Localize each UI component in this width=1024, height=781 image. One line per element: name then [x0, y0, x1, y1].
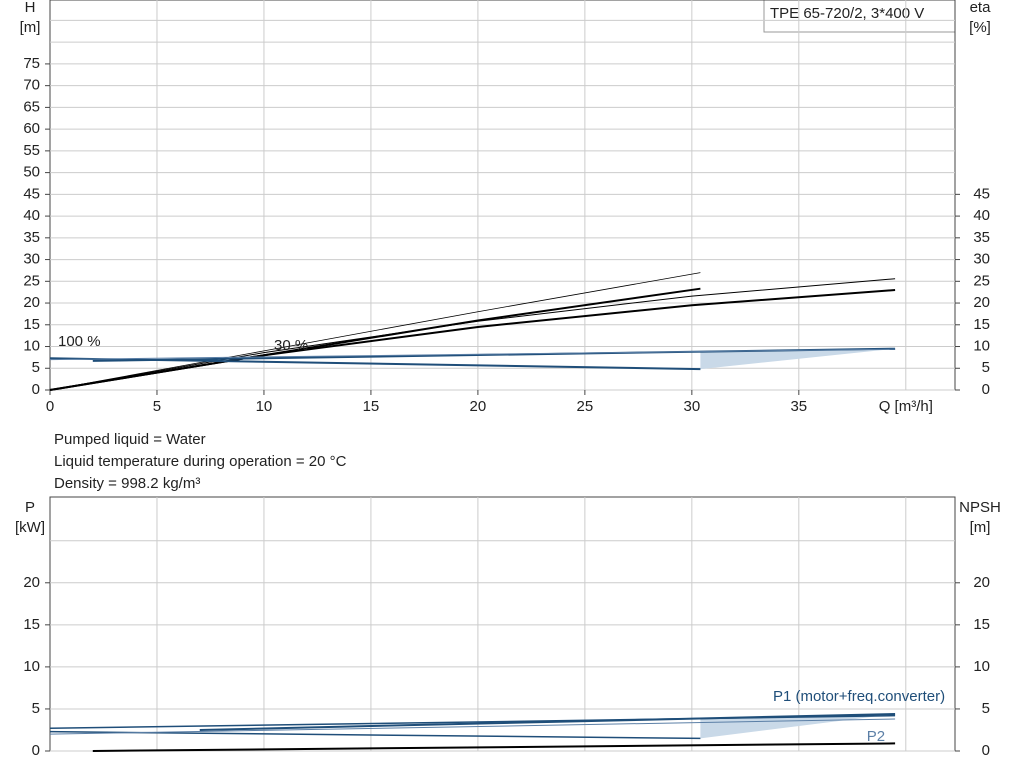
y2-tick-label: 5 [982, 359, 990, 376]
curve [92, 742, 896, 752]
y-tick-label: 15 [23, 616, 40, 633]
pump-box [763, 0, 956, 33]
curve [49, 348, 896, 361]
note: Pumped liquid = Water [54, 431, 206, 448]
y-tick-label: 50 [23, 164, 40, 181]
y2-tick-label: 25 [973, 272, 990, 289]
x-tick-label: 25 [577, 398, 594, 415]
y-tick-label: 40 [23, 207, 40, 224]
y-tick-label: 20 [23, 574, 40, 591]
y-tick-label: 60 [23, 120, 40, 137]
note: Liquid temperature during operation = 20… [54, 453, 347, 470]
y2-tick-label: 45 [973, 185, 990, 202]
y-tick-label: 55 [23, 142, 40, 159]
y-tick-label: 30 [23, 251, 40, 268]
x-tick-label: 20 [470, 398, 487, 415]
y-tick-label: 0 [32, 742, 40, 759]
y-axis-label: H [25, 0, 36, 16]
y2-tick-label: 10 [973, 337, 990, 354]
y-tick-label: 45 [23, 185, 40, 202]
x-axis-label: Q [m³/h] [879, 398, 933, 415]
y-axis-unit: [kW] [15, 519, 45, 536]
x-tick-label: 10 [256, 398, 273, 415]
curve [49, 287, 701, 391]
y2-tick-label: 0 [982, 381, 990, 398]
y2-axis-unit: [%] [969, 19, 991, 36]
shaded-range [700, 348, 896, 370]
y2-tick-label: 0 [982, 742, 990, 759]
note: Density = 998.2 kg/m³ [54, 475, 201, 492]
pump-label: TPE 65-720/2, 3*400 V [770, 5, 924, 22]
y2-tick-label: 5 [982, 700, 990, 717]
x-tick-label: 0 [46, 398, 54, 415]
y-axis-label: P [25, 499, 35, 516]
y-tick-label: 15 [23, 316, 40, 333]
curve-label: P1 (motor+freq.converter) [773, 688, 945, 705]
y-tick-label: 5 [32, 359, 40, 376]
curve [49, 730, 701, 740]
y-axis-unit: [m] [20, 19, 41, 36]
y2-axis-unit: [m] [970, 519, 991, 536]
curve [49, 357, 701, 371]
shaded-range [700, 713, 896, 739]
y2-tick-label: 35 [973, 229, 990, 246]
y-tick-label: 0 [32, 381, 40, 398]
y2-tick-label: 30 [973, 251, 990, 268]
y2-tick-label: 10 [973, 658, 990, 675]
y2-tick-label: 15 [973, 616, 990, 633]
y2-tick-label: 40 [973, 207, 990, 224]
y-tick-label: 10 [23, 658, 40, 675]
y-tick-label: 10 [23, 337, 40, 354]
y-tick-label: 70 [23, 77, 40, 94]
y-tick-label: 65 [23, 98, 40, 115]
y2-tick-label: 20 [973, 294, 990, 311]
annotation: 30 % [274, 337, 308, 354]
x-tick-label: 35 [790, 398, 807, 415]
y-tick-label: 5 [32, 700, 40, 717]
y2-tick-label: 20 [973, 574, 990, 591]
plot-frame [49, 496, 956, 752]
curve [49, 289, 896, 391]
curve-label: P2 [867, 728, 885, 745]
x-tick-label: 5 [153, 398, 161, 415]
y2-tick-label: 15 [973, 316, 990, 333]
plot-frame [49, 0, 956, 391]
annotation: 100 % [58, 333, 101, 350]
x-tick-label: 15 [363, 398, 380, 415]
y-tick-label: 20 [23, 294, 40, 311]
curve [49, 718, 896, 735]
y2-axis-label: eta [970, 0, 992, 16]
curve [49, 272, 701, 391]
y-tick-label: 35 [23, 229, 40, 246]
y-tick-label: 75 [23, 55, 40, 72]
y-tick-label: 25 [23, 272, 40, 289]
x-tick-label: 30 [684, 398, 701, 415]
curve [49, 714, 896, 730]
curve [49, 278, 896, 391]
y2-axis-label: NPSH [959, 499, 1001, 516]
